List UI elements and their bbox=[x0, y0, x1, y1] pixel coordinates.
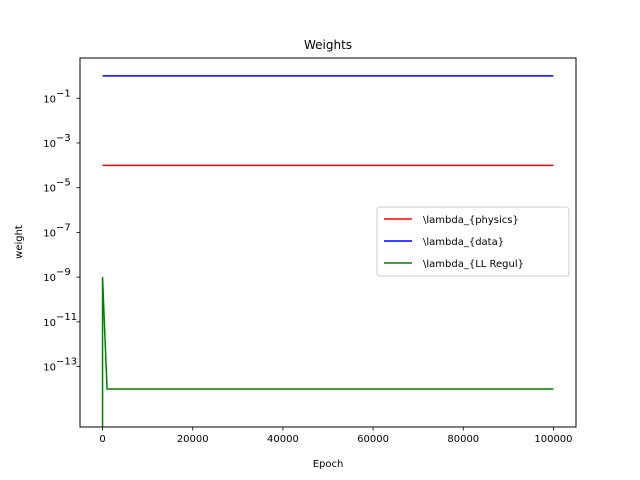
plot-frame bbox=[79, 57, 577, 428]
y-tick-exponent: −13 bbox=[56, 357, 77, 368]
x-tick-label: 20000 bbox=[177, 434, 209, 445]
y-tick-label: 10 bbox=[43, 363, 56, 374]
x-tick-label: 40000 bbox=[267, 434, 299, 445]
y-tick-label: 10 bbox=[43, 184, 56, 195]
y-axis-label: weight bbox=[14, 225, 25, 259]
x-axis-label: Epoch bbox=[313, 459, 344, 470]
y-tick-label: 10 bbox=[43, 273, 56, 284]
legend-label-1: \lambda_{data} bbox=[423, 237, 504, 248]
series-line-2 bbox=[101, 277, 554, 427]
y-tick-label: 10 bbox=[43, 94, 56, 105]
y-tick-exponent: −9 bbox=[56, 267, 71, 278]
legend-label-0: \lambda_{physics} bbox=[423, 215, 519, 226]
y-tick-exponent: −5 bbox=[56, 178, 71, 189]
y-tick-label: 10 bbox=[43, 228, 56, 239]
legend: \lambda_{physics} \lambda_{data} \lambda_{… bbox=[376, 206, 570, 277]
y-tick-label: 10 bbox=[43, 318, 56, 329]
x-axis: 0 20000 40000 60000 80000 100000 bbox=[99, 427, 573, 445]
y-tick-exponent: −11 bbox=[56, 312, 77, 323]
y-tick-exponent: −1 bbox=[56, 88, 71, 99]
x-tick-label: 80000 bbox=[447, 434, 479, 445]
y-tick-label: 10 bbox=[43, 139, 56, 150]
x-tick-label: 60000 bbox=[357, 434, 389, 445]
x-tick-label: 100000 bbox=[534, 434, 572, 445]
plot-lines bbox=[101, 75, 554, 427]
x-tick-label: 0 bbox=[99, 434, 105, 445]
y-tick-exponent: −7 bbox=[56, 222, 71, 233]
legend-box bbox=[376, 206, 570, 277]
y-tick-exponent: −3 bbox=[56, 133, 71, 144]
legend-label-2: \lambda_{LL Regul} bbox=[423, 259, 524, 270]
chart-title: Weights bbox=[304, 38, 352, 52]
